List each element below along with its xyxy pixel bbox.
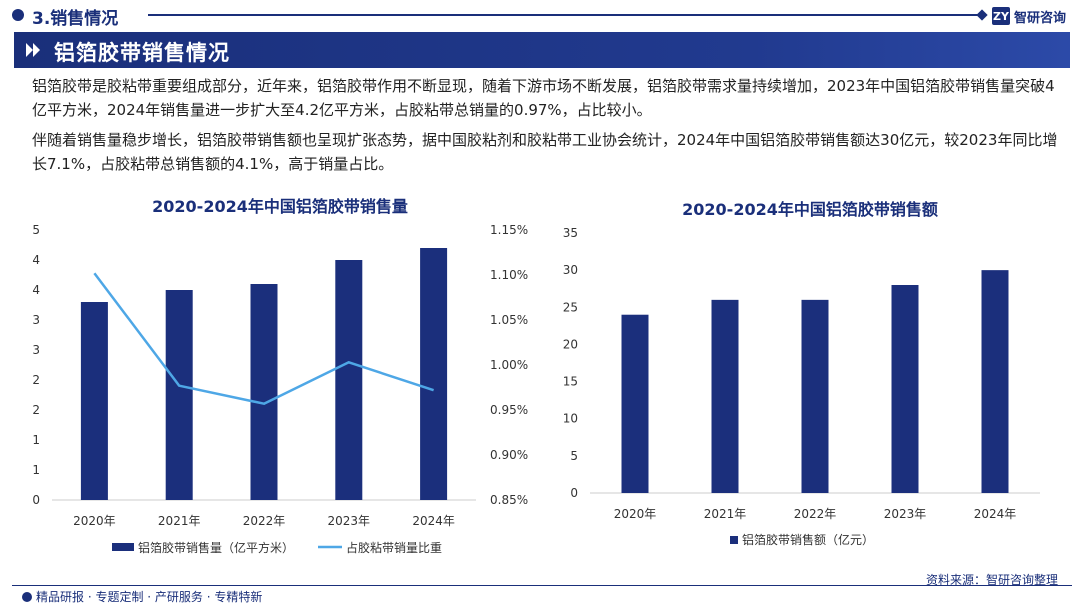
right-axis-tick-label: 0.90%: [490, 448, 528, 462]
section-bullet-icon: [12, 9, 24, 21]
left-axis-tick-label: 2: [32, 403, 40, 417]
x-tick-label: 2023年: [328, 514, 371, 528]
volume-bar: [335, 260, 363, 500]
sales-volume-chart: 0 1 1 2 2 3 3 4 4 5 0.85% 0.90% 0.95% 1.00% 1.05% 1.10%…: [32, 223, 528, 555]
left-axis-tick-label: 3: [32, 313, 40, 327]
title-banner: 铝箔胶带销售情况: [14, 32, 1070, 68]
revenue-bar: [981, 270, 1009, 493]
left-axis-tick-label: 0: [32, 493, 40, 507]
header-rule-end: [976, 9, 988, 21]
x-tick-label: 2022年: [243, 514, 286, 528]
y-axis-tick-label: 0: [570, 486, 578, 500]
x-tick-label: 2020年: [614, 507, 657, 521]
section-title: 3.销售情况: [32, 9, 119, 29]
x-tick-label: 2022年: [794, 507, 837, 521]
left-axis-tick-label: 4: [32, 253, 40, 267]
right-axis-tick-label: 1.10%: [490, 268, 528, 282]
x-tick-label: 2024年: [974, 507, 1017, 521]
right-axis-tick-label: 0.95%: [490, 403, 528, 417]
left-axis-tick-label: 2: [32, 373, 40, 387]
banner-title: 铝箔胶带销售情况: [54, 41, 230, 65]
chart2-title: 2020-2024年中国铝箔胶带销售额: [682, 200, 938, 219]
y-axis-tick-label: 10: [563, 412, 578, 426]
volume-bar: [80, 302, 108, 500]
left-axis-tick-label: 1: [32, 463, 40, 477]
intro-paragraph-1: 铝箔胶带是胶粘带重要组成部分，近年来，铝箔胶带作用不断显现，随着下游市场不断发展…: [32, 77, 1055, 119]
right-axis-tick-label: 0.85%: [490, 493, 528, 507]
right-axis-tick-label: 1.15%: [490, 223, 528, 237]
revenue-bar: [801, 299, 829, 493]
sales-revenue-chart: 0 5 10 15 20 25 30 35 2020年 2021年 2022年 2023年 2024年铝…: [563, 226, 1040, 547]
intro-paragraph-2: 伴随着销售量稳步增长，铝箔胶带销售额也呈现扩张态势，据中国胶粘剂和胶粘带工业协会…: [32, 131, 1058, 173]
y-axis-tick-label: 35: [563, 226, 578, 240]
brand-name: 智研咨询: [1014, 10, 1067, 26]
left-axis-tick-label: 4: [32, 283, 40, 297]
footer-rule: [12, 585, 1072, 586]
y-axis-tick-label: 30: [563, 263, 578, 277]
volume-bar: [250, 284, 278, 500]
x-tick-label: 2020年: [73, 514, 116, 528]
right-axis-tick-label: 1.00%: [490, 358, 528, 372]
left-axis-tick-label: 5: [32, 223, 40, 237]
share-line: [93, 272, 434, 405]
footer-bullet-icon: [22, 591, 32, 602]
data-source: 资料来源：智研咨询整理: [925, 573, 1058, 587]
footer-services-text: 精品研报 · 专题定制 · 产研服务 · 专精特新: [36, 590, 263, 604]
chevron-right-icon: [26, 43, 40, 57]
y-axis-tick-label: 25: [563, 300, 578, 314]
header-rule: [148, 14, 978, 16]
brand-logo-icon: ZY: [992, 7, 1010, 25]
left-axis-tick-label: 1: [32, 433, 40, 447]
revenue-bar: [621, 314, 649, 493]
left-axis-tick-label: 3: [32, 343, 40, 357]
legend-line-label: 占胶粘带销量比重: [346, 540, 442, 555]
revenue-bar: [711, 299, 739, 493]
chart1-title: 2020-2024年中国铝箔胶带销售量: [152, 197, 408, 216]
x-tick-label: 2021年: [158, 514, 201, 528]
right-axis-tick-label: 1.05%: [490, 313, 528, 327]
revenue-bar: [891, 285, 919, 493]
legend-bar-label: 铝箔胶带销售量（亿平方米）: [138, 540, 294, 555]
y-axis-tick-label: 5: [570, 449, 578, 463]
x-tick-label: 2023年: [884, 507, 927, 521]
volume-bar: [165, 290, 193, 500]
legend-bar-label: 铝箔胶带销售额（亿元）: [742, 532, 874, 547]
legend-bar-swatch: [112, 543, 134, 551]
volume-bar: [420, 248, 448, 500]
x-tick-label: 2021年: [704, 507, 747, 521]
brand-logo: ZY 智研咨询: [992, 5, 1066, 27]
y-axis-tick-label: 15: [563, 375, 578, 389]
legend-bar-swatch: [730, 536, 738, 544]
top-bar: 3.销售情况: [0, 0, 1080, 30]
footer-services: 精品研报 · 专题定制 · 产研服务 · 专精特新: [22, 588, 262, 605]
x-tick-label: 2024年: [412, 514, 455, 528]
y-axis-tick-label: 20: [563, 337, 578, 351]
